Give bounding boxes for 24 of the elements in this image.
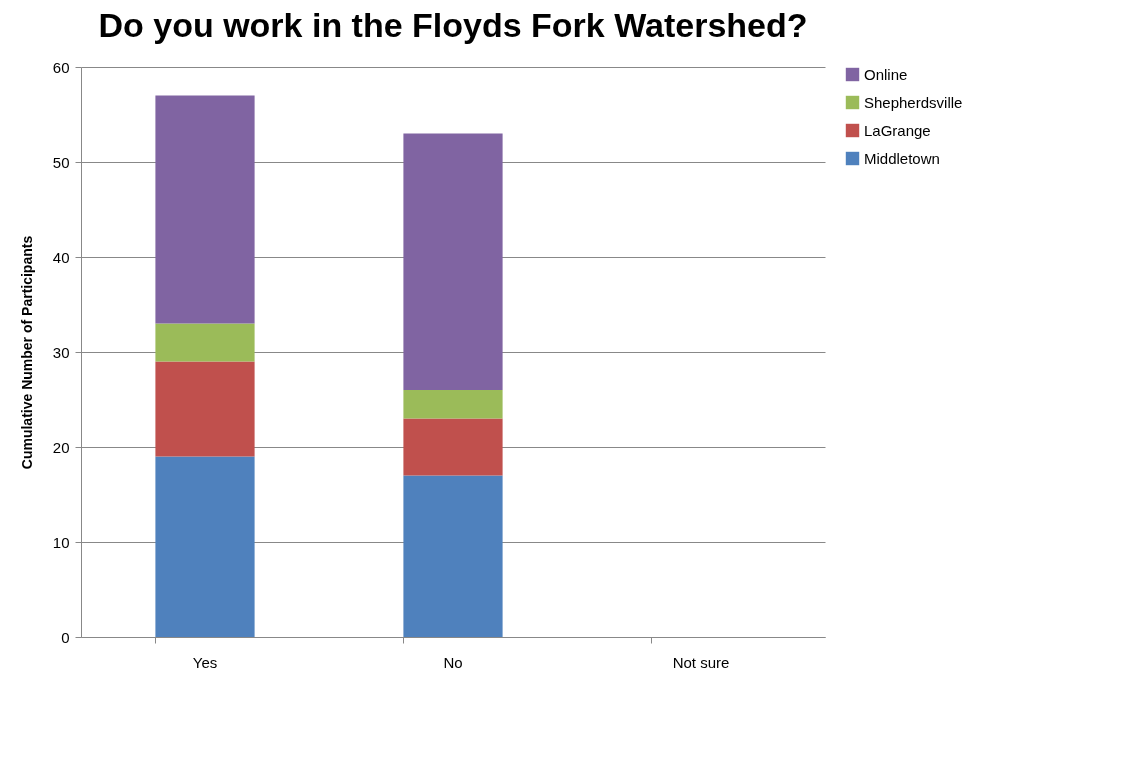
chart-title: Do you work in the Floyds Fork Watershed? (98, 6, 808, 44)
legend-label: LaGrange (864, 121, 931, 139)
bar (155, 323, 255, 362)
x-tick-label: No (443, 653, 463, 671)
bar (155, 361, 255, 457)
x-tick-label: Yes (192, 653, 218, 671)
y-axis-title: Cumulative Number of Participants (18, 235, 35, 470)
y-tick-label: 0 (61, 628, 70, 646)
y-tick-label: 60 (52, 58, 70, 76)
legend-label: Online (864, 65, 908, 83)
legend-label: Middletown (864, 149, 940, 167)
y-tick-label: 30 (52, 343, 70, 361)
bar (403, 390, 503, 419)
bar (155, 456, 255, 637)
bar (403, 475, 503, 637)
y-tick-label: 40 (52, 248, 70, 266)
y-tick-label: 50 (52, 153, 70, 171)
bar (155, 95, 255, 324)
y-tick-label: 20 (52, 438, 70, 456)
bar (403, 418, 503, 476)
y-tick-label: 10 (52, 533, 70, 551)
x-tick-label: Not sure (672, 653, 730, 671)
legend-label: Shepherdsville (864, 93, 963, 111)
bar (403, 133, 503, 390)
